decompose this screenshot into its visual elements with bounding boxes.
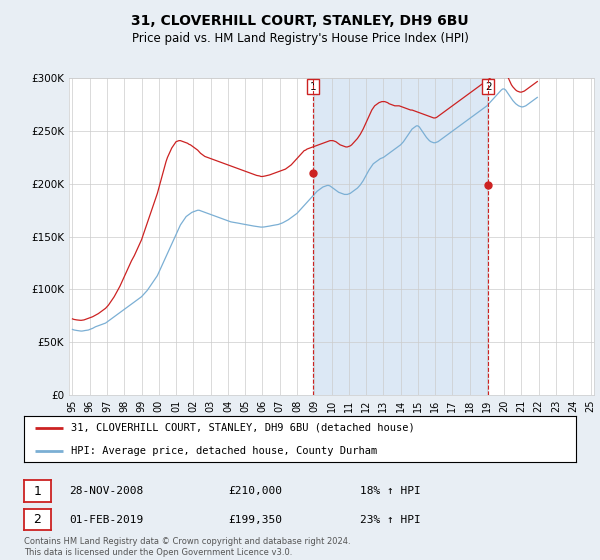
Text: Contains HM Land Registry data © Crown copyright and database right 2024.
This d: Contains HM Land Registry data © Crown c…	[24, 537, 350, 557]
Text: £210,000: £210,000	[228, 486, 282, 496]
Bar	[313, 78, 488, 395]
Text: HPI: Average price, detached house, County Durham: HPI: Average price, detached house, Coun…	[71, 446, 377, 455]
Text: 1: 1	[310, 82, 316, 92]
Text: 28-NOV-2008: 28-NOV-2008	[69, 486, 143, 496]
Text: £199,350: £199,350	[228, 515, 282, 525]
Text: 01-FEB-2019: 01-FEB-2019	[69, 515, 143, 525]
Text: 31, CLOVERHILL COURT, STANLEY, DH9 6BU (detached house): 31, CLOVERHILL COURT, STANLEY, DH9 6BU (…	[71, 423, 415, 432]
Text: Price paid vs. HM Land Registry's House Price Index (HPI): Price paid vs. HM Land Registry's House …	[131, 32, 469, 45]
Text: 23% ↑ HPI: 23% ↑ HPI	[360, 515, 421, 525]
Text: 2: 2	[485, 82, 491, 92]
Text: 31, CLOVERHILL COURT, STANLEY, DH9 6BU: 31, CLOVERHILL COURT, STANLEY, DH9 6BU	[131, 14, 469, 28]
Text: 2: 2	[34, 513, 41, 526]
Text: 18% ↑ HPI: 18% ↑ HPI	[360, 486, 421, 496]
Text: 1: 1	[34, 484, 41, 498]
